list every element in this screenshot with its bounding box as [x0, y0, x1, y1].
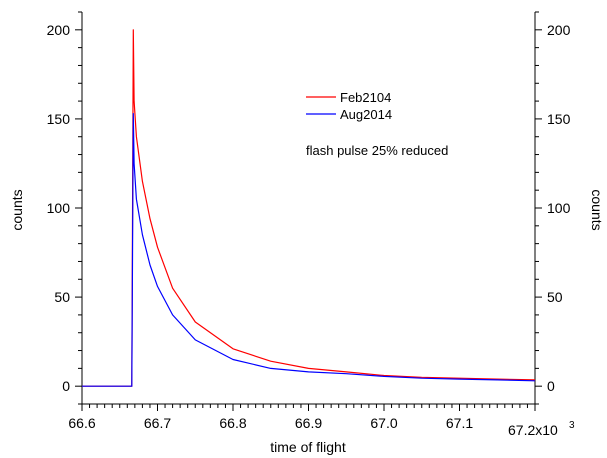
- y-tick-label-left: 0: [62, 378, 70, 394]
- legend: Feb2104 Aug2014: [306, 90, 392, 122]
- y-axis-label-left: counts: [9, 189, 25, 230]
- series-line-feb2104: [82, 29, 536, 387]
- x-tick-label-last: 67.2x10: [508, 422, 558, 438]
- labels: time of flight counts counts flash pulse…: [9, 143, 605, 455]
- legend-label-feb2104: Feb2104: [340, 90, 391, 105]
- series-line-aug2014: [82, 112, 536, 387]
- y-axis-label-right: counts: [589, 189, 605, 230]
- x-tick-label: 66.7: [144, 415, 171, 431]
- axes: 0 0 50 50 100 100 150 150 200 200 66.6 66.7 66.8 66.9…: [47, 11, 575, 438]
- y-tick-label-right: 0: [547, 378, 555, 394]
- x-tick-label: 67.0: [370, 415, 397, 431]
- y-tick-label-right: 200: [547, 22, 571, 38]
- y-tick-label-left: 200: [47, 22, 71, 38]
- x-tick-exponent: 3: [569, 420, 575, 431]
- y-tick-label-right: 50: [547, 289, 563, 305]
- x-axis-label: time of flight: [270, 439, 346, 455]
- y-tick-label-left: 100: [47, 200, 71, 216]
- legend-label-aug2014: Aug2014: [340, 107, 392, 122]
- annotation: flash pulse 25% reduced: [306, 143, 448, 158]
- y-tick-label-right: 150: [547, 111, 571, 127]
- x-tick-label: 67.1: [446, 415, 473, 431]
- y-tick-label-left: 50: [54, 289, 70, 305]
- y-tick-label-right: 100: [547, 200, 571, 216]
- series-layer: [82, 29, 536, 387]
- y-tick-label-left: 150: [47, 111, 71, 127]
- x-tick-label: 66.9: [295, 415, 322, 431]
- x-tick-label: 66.8: [219, 415, 246, 431]
- x-tick-label: 66.6: [68, 415, 95, 431]
